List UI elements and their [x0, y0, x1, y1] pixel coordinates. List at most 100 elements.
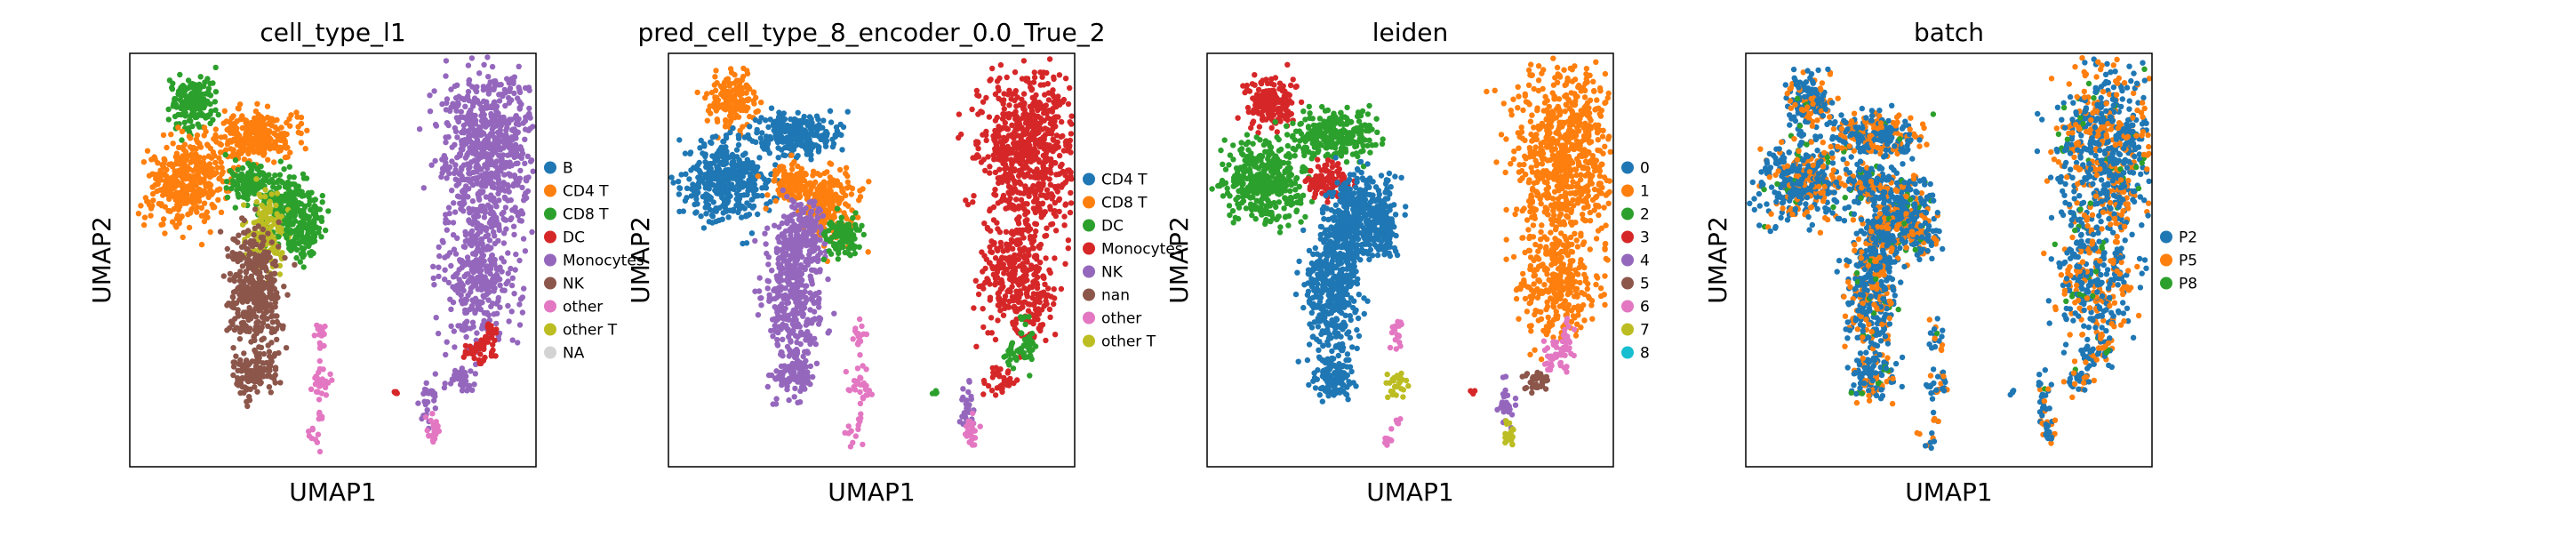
point: [785, 326, 791, 333]
point: [831, 214, 837, 220]
point: [466, 131, 473, 137]
point: [204, 76, 211, 82]
point: [218, 209, 225, 215]
point: [282, 254, 288, 261]
point: [830, 222, 836, 228]
point: [769, 317, 776, 323]
point: [454, 235, 460, 241]
point: [516, 153, 524, 159]
point: [278, 202, 284, 209]
point: [782, 152, 788, 158]
point: [209, 201, 215, 208]
point: [732, 102, 739, 109]
point: [801, 178, 808, 184]
point: [444, 339, 450, 345]
point: [246, 310, 252, 317]
point: [810, 172, 816, 179]
point: [713, 219, 719, 225]
point: [293, 254, 300, 261]
point: [805, 137, 812, 143]
point: [316, 365, 324, 373]
point: [323, 227, 329, 234]
point: [222, 151, 228, 158]
point: [168, 132, 174, 138]
point: [292, 196, 299, 204]
point: [295, 183, 301, 189]
point: [799, 117, 805, 124]
point: [780, 187, 786, 194]
point: [241, 156, 248, 163]
point: [447, 296, 453, 302]
point: [273, 144, 279, 151]
point: [257, 381, 263, 387]
point: [469, 387, 476, 393]
point: [293, 188, 300, 195]
point: [148, 212, 154, 219]
point: [755, 211, 761, 218]
point: [444, 252, 451, 259]
point: [838, 214, 844, 220]
point: [720, 196, 726, 202]
point: [228, 185, 235, 192]
point: [468, 55, 476, 61]
point: [199, 163, 205, 169]
point: [443, 351, 449, 358]
point: [430, 275, 436, 282]
point: [490, 326, 496, 333]
point: [201, 200, 208, 206]
point: [465, 62, 472, 68]
point: [827, 108, 834, 114]
point: [241, 243, 247, 249]
point: [416, 126, 423, 132]
point: [281, 166, 287, 172]
point: [142, 195, 149, 201]
legend-label: CD8 T: [563, 206, 609, 224]
legend-marker: [544, 277, 556, 290]
point: [516, 104, 523, 111]
point: [262, 187, 268, 193]
point: [155, 178, 161, 184]
point: [251, 232, 257, 238]
point: [415, 400, 421, 406]
point: [723, 144, 729, 150]
point: [765, 124, 772, 131]
point: [487, 180, 493, 187]
point: [472, 371, 478, 377]
point: [315, 215, 322, 221]
point: [316, 397, 323, 403]
point: [261, 208, 268, 214]
point: [768, 136, 774, 142]
point: [720, 203, 726, 209]
point: [458, 292, 464, 299]
point: [510, 223, 517, 229]
point: [502, 196, 508, 202]
point: [254, 255, 261, 261]
point: [316, 345, 324, 351]
point: [524, 188, 532, 195]
point: [177, 97, 183, 103]
point: [833, 132, 839, 139]
point: [245, 170, 252, 176]
point: [310, 211, 317, 217]
point: [794, 257, 800, 263]
point: [488, 334, 494, 341]
point: [232, 204, 238, 211]
point: [298, 212, 304, 219]
point: [472, 121, 478, 127]
point: [268, 389, 274, 396]
point: [697, 145, 703, 151]
point: [488, 224, 494, 230]
point: [429, 388, 436, 395]
point: [452, 83, 458, 90]
point: [817, 236, 823, 243]
point: [277, 158, 284, 164]
point: [449, 188, 455, 194]
point: [221, 133, 228, 140]
point: [452, 162, 459, 168]
point: [268, 340, 275, 346]
point: [859, 222, 865, 228]
point: [162, 204, 168, 210]
point: [190, 146, 196, 152]
point: [684, 195, 690, 201]
point: [486, 152, 492, 158]
